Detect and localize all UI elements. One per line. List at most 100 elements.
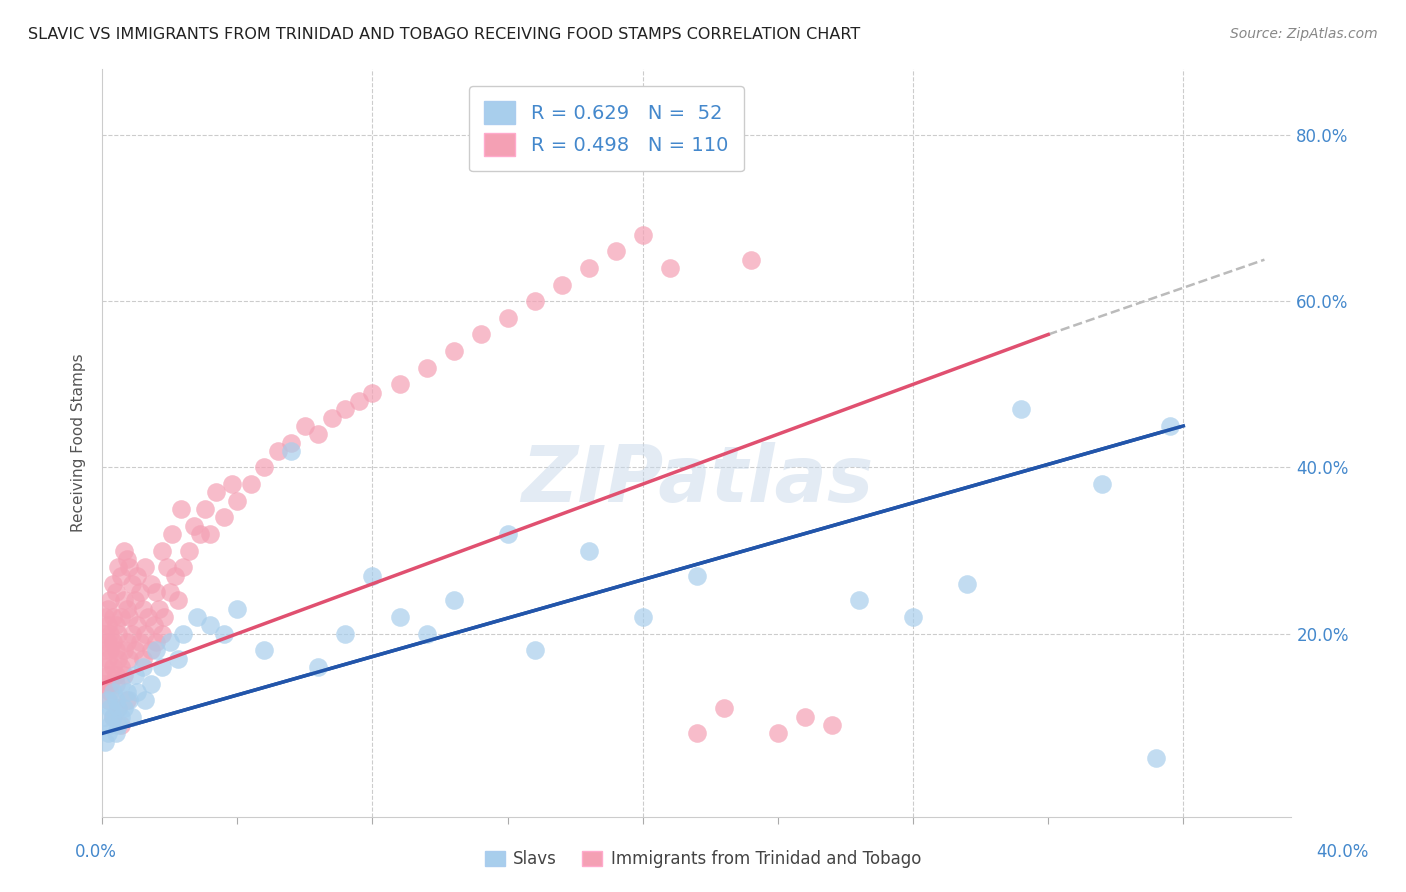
Point bbox=[94, 626, 117, 640]
Point bbox=[107, 701, 129, 715]
Point bbox=[1159, 418, 1181, 433]
Point bbox=[221, 477, 243, 491]
Point bbox=[766, 726, 789, 740]
Point bbox=[172, 626, 194, 640]
Point bbox=[104, 668, 127, 682]
Point bbox=[226, 601, 249, 615]
Point bbox=[97, 601, 120, 615]
Point bbox=[121, 710, 143, 724]
Point bbox=[94, 660, 117, 674]
Point bbox=[115, 685, 138, 699]
Point bbox=[112, 543, 135, 558]
Point bbox=[194, 502, 217, 516]
Point bbox=[470, 327, 492, 342]
Point bbox=[212, 626, 235, 640]
Point bbox=[94, 735, 117, 749]
Point bbox=[118, 693, 141, 707]
Point bbox=[134, 560, 156, 574]
Point bbox=[167, 593, 190, 607]
Point bbox=[167, 651, 190, 665]
Point bbox=[121, 577, 143, 591]
Point bbox=[150, 543, 173, 558]
Point bbox=[121, 626, 143, 640]
Point bbox=[110, 660, 132, 674]
Point bbox=[97, 668, 120, 682]
Point bbox=[94, 710, 117, 724]
Point bbox=[132, 651, 155, 665]
Point bbox=[132, 601, 155, 615]
Point bbox=[139, 676, 162, 690]
Point bbox=[142, 618, 165, 632]
Point bbox=[124, 668, 146, 682]
Point bbox=[136, 610, 159, 624]
Point bbox=[307, 660, 329, 674]
Point bbox=[94, 643, 117, 657]
Point bbox=[129, 635, 152, 649]
Point bbox=[112, 593, 135, 607]
Point bbox=[347, 394, 370, 409]
Point bbox=[200, 618, 222, 632]
Point bbox=[104, 618, 127, 632]
Point bbox=[145, 635, 167, 649]
Point bbox=[321, 410, 343, 425]
Point bbox=[165, 568, 187, 582]
Point bbox=[97, 618, 120, 632]
Point bbox=[335, 626, 357, 640]
Point bbox=[110, 568, 132, 582]
Point bbox=[253, 643, 276, 657]
Point bbox=[713, 701, 735, 715]
Point bbox=[124, 643, 146, 657]
Point bbox=[97, 693, 120, 707]
Point bbox=[148, 601, 170, 615]
Point bbox=[443, 344, 465, 359]
Point bbox=[118, 651, 141, 665]
Point bbox=[101, 685, 124, 699]
Point bbox=[98, 593, 121, 607]
Point bbox=[658, 260, 681, 275]
Point bbox=[104, 726, 127, 740]
Point bbox=[794, 710, 817, 724]
Point bbox=[1010, 402, 1032, 417]
Legend: R = 0.629   N =  52, R = 0.498   N = 110: R = 0.629 N = 52, R = 0.498 N = 110 bbox=[468, 86, 744, 171]
Point bbox=[578, 260, 600, 275]
Point bbox=[631, 610, 654, 624]
Point bbox=[98, 626, 121, 640]
Point bbox=[132, 660, 155, 674]
Text: Source: ZipAtlas.com: Source: ZipAtlas.com bbox=[1230, 27, 1378, 41]
Point bbox=[177, 543, 200, 558]
Point bbox=[578, 543, 600, 558]
Point bbox=[104, 585, 127, 599]
Point bbox=[98, 643, 121, 657]
Point bbox=[112, 643, 135, 657]
Point bbox=[110, 676, 132, 690]
Point bbox=[118, 610, 141, 624]
Point bbox=[150, 660, 173, 674]
Point bbox=[107, 701, 129, 715]
Point bbox=[98, 685, 121, 699]
Point bbox=[740, 252, 762, 267]
Point bbox=[127, 685, 149, 699]
Point bbox=[294, 418, 316, 433]
Point bbox=[253, 460, 276, 475]
Legend: Slavs, Immigrants from Trinidad and Tobago: Slavs, Immigrants from Trinidad and Toba… bbox=[478, 844, 928, 875]
Point bbox=[280, 443, 302, 458]
Point bbox=[145, 643, 167, 657]
Point bbox=[204, 485, 226, 500]
Point bbox=[388, 377, 411, 392]
Point bbox=[415, 360, 437, 375]
Point bbox=[361, 385, 384, 400]
Point bbox=[848, 593, 870, 607]
Point bbox=[94, 676, 117, 690]
Point bbox=[550, 277, 572, 292]
Point bbox=[153, 610, 176, 624]
Point bbox=[388, 610, 411, 624]
Point bbox=[686, 568, 709, 582]
Point bbox=[98, 676, 121, 690]
Point bbox=[523, 643, 546, 657]
Point bbox=[212, 510, 235, 524]
Point bbox=[104, 693, 127, 707]
Point bbox=[94, 610, 117, 624]
Point bbox=[956, 577, 979, 591]
Y-axis label: Receiving Food Stamps: Receiving Food Stamps bbox=[72, 353, 86, 532]
Point bbox=[101, 710, 124, 724]
